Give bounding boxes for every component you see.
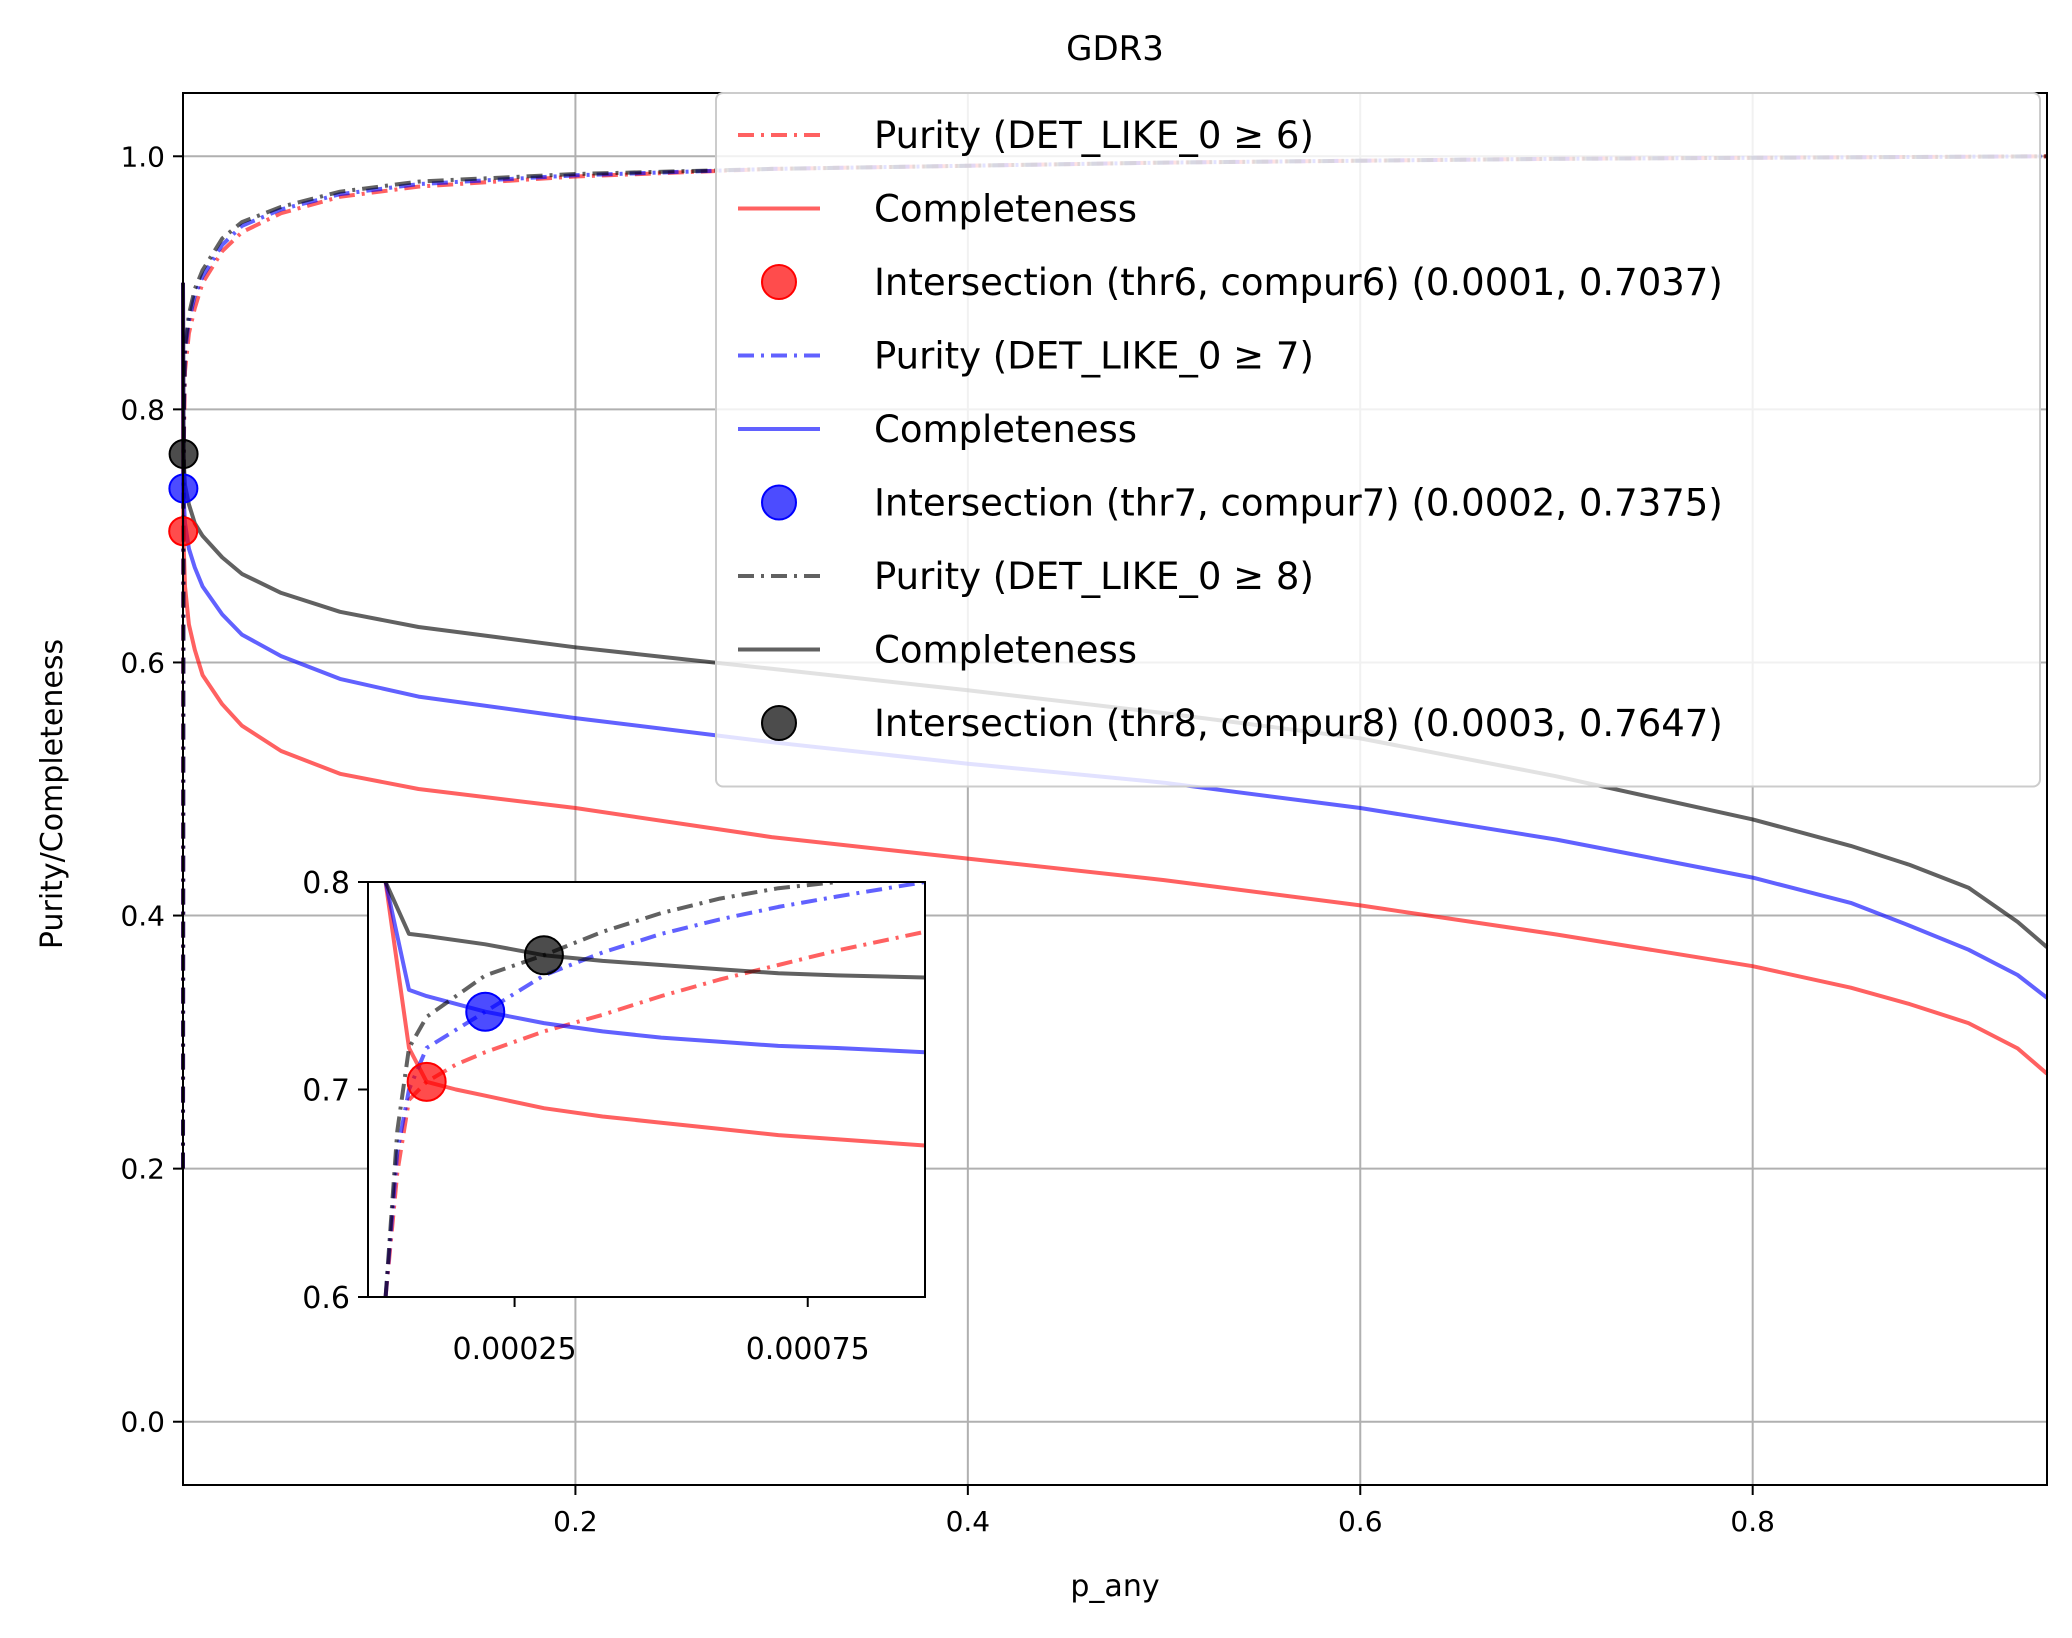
legend-label-7: Purity (DET_LIKE_0 ≥ 8) bbox=[874, 555, 1314, 598]
inset-y-tick-label: 0.6 bbox=[302, 1281, 350, 1316]
y-tick-label: 0.6 bbox=[120, 646, 165, 679]
legend-label-6: Intersection (thr7, compur7) (0.0002, 0.… bbox=[874, 482, 1723, 525]
legend-label-5: Completeness bbox=[874, 408, 1137, 451]
legend-swatch-3 bbox=[761, 264, 797, 300]
legend-label-8: Completeness bbox=[874, 629, 1137, 672]
y-tick-label: 0.8 bbox=[120, 393, 165, 426]
x-axis: 0.2 0.4 0.6 0.8 bbox=[553, 1485, 1775, 1538]
x-tick-label: 0.6 bbox=[1338, 1505, 1383, 1538]
legend-label-2: Completeness bbox=[874, 188, 1137, 231]
inset-intersection-point-3 bbox=[523, 935, 564, 976]
y-axis-label: Purity/Completeness bbox=[35, 639, 70, 949]
legend-box bbox=[715, 92, 2041, 788]
x-tick-label: 0.8 bbox=[1730, 1505, 1775, 1538]
inset-x-tick-label: 0.00025 bbox=[453, 1332, 577, 1367]
inset-zoom: 0.00025 0.00075 0.6 0.7 0.8 bbox=[302, 866, 926, 1367]
legend-swatch-9 bbox=[761, 705, 797, 741]
y-axis: 0.0 0.2 0.4 0.6 0.8 1.0 bbox=[120, 140, 183, 1439]
y-tick-label: 0.2 bbox=[120, 1153, 165, 1186]
inset-y-tick-label: 0.8 bbox=[302, 866, 350, 901]
y-tick-label: 0.4 bbox=[120, 900, 165, 933]
chart-title: GDR3 bbox=[1066, 29, 1164, 69]
legend-label-4: Purity (DET_LIKE_0 ≥ 7) bbox=[874, 335, 1314, 378]
legend-label-3: Intersection (thr6, compur6) (0.0001, 0.… bbox=[874, 261, 1723, 304]
y-tick-label: 0.0 bbox=[120, 1406, 165, 1439]
legend-label-9: Intersection (thr8, compur8) (0.0003, 0.… bbox=[874, 702, 1723, 745]
inset-series-line-6 bbox=[383, 882, 925, 980]
x-tick-label: 0.4 bbox=[946, 1505, 991, 1538]
inset-intersection-point-2 bbox=[465, 991, 506, 1032]
legend-label-1: Purity (DET_LIKE_0 ≥ 6) bbox=[874, 114, 1314, 157]
x-axis-label: p_any bbox=[1070, 1569, 1159, 1604]
y-tick-label: 1.0 bbox=[120, 140, 165, 173]
series-line-2 bbox=[181, 282, 2049, 1076]
inset-series-line-3 bbox=[383, 882, 925, 1297]
x-tick-label: 0.2 bbox=[553, 1505, 598, 1538]
legend-swatch-6 bbox=[761, 484, 797, 521]
legend: Purity (DET_LIKE_0 ≥ 6) Completeness Inter… bbox=[715, 92, 2041, 788]
inset-series-line-4 bbox=[383, 882, 925, 1055]
inset-intersection-point-1 bbox=[406, 1061, 447, 1102]
inset-y-tick-label: 0.7 bbox=[302, 1074, 350, 1109]
inset-x-tick-label: 0.00075 bbox=[746, 1332, 870, 1367]
